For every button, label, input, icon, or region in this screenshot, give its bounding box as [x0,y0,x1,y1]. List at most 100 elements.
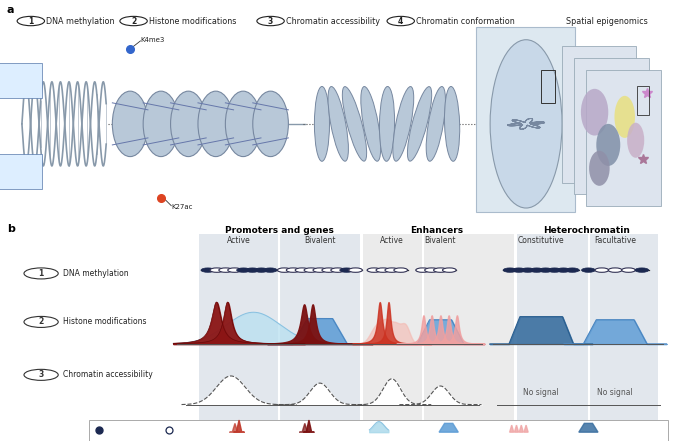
Circle shape [295,268,309,272]
Circle shape [556,268,570,272]
Circle shape [219,268,232,272]
Text: Promoters and genes: Promoters and genes [225,226,334,235]
Circle shape [582,268,595,272]
Text: No signal: No signal [523,388,559,397]
Text: H3K4me1: H3K4me1 [529,427,561,433]
Text: Bivalent: Bivalent [425,236,456,245]
Text: DNA methylation: DNA methylation [63,269,129,278]
Bar [517,234,658,426]
Circle shape [322,268,336,272]
Text: 4: 4 [398,16,403,26]
Circle shape [367,268,381,272]
Polygon shape [229,423,240,432]
Text: Bivalent: Bivalent [304,236,336,245]
Circle shape [340,268,353,272]
Text: me3: me3 [14,168,27,173]
Text: H3K27ac: H3K27ac [249,427,279,433]
Ellipse shape [253,91,288,157]
Ellipse shape [379,86,395,161]
Ellipse shape [426,86,445,161]
Circle shape [608,268,622,272]
Polygon shape [519,425,523,432]
Circle shape [385,268,399,272]
Circle shape [512,268,526,272]
Circle shape [635,268,649,272]
Text: Active: Active [380,236,403,245]
Polygon shape [299,423,310,432]
Text: Unmethylated CpG: Unmethylated CpG [179,427,243,433]
FancyBboxPatch shape [0,154,42,189]
Ellipse shape [490,40,562,208]
Ellipse shape [225,91,261,157]
Ellipse shape [342,86,366,161]
Text: 3: 3 [268,16,273,26]
Text: me3: me3 [14,77,27,82]
Bar [199,234,360,426]
Text: K4me3: K4me3 [140,37,165,43]
Text: Facultative: Facultative [594,236,636,245]
Text: 1: 1 [38,269,44,278]
Circle shape [349,268,362,272]
Polygon shape [234,420,245,432]
Text: Histone modifications: Histone modifications [149,16,236,26]
Ellipse shape [112,91,148,157]
Text: 2: 2 [38,318,44,326]
Circle shape [548,268,562,272]
Text: Chromatin accessibility: Chromatin accessibility [286,16,379,26]
Circle shape [530,268,544,272]
Circle shape [425,268,438,272]
Circle shape [277,268,291,272]
Polygon shape [524,425,528,432]
Text: Methylated CpG: Methylated CpG [110,427,163,433]
Ellipse shape [393,86,414,161]
Ellipse shape [596,124,620,166]
Circle shape [538,268,552,272]
FancyBboxPatch shape [562,46,636,183]
Text: Enhancers: Enhancers [410,226,464,235]
Text: Histone modifications: Histone modifications [63,318,147,326]
Ellipse shape [361,86,381,161]
Text: K27ac: K27ac [171,204,192,210]
Polygon shape [303,420,314,432]
Text: b: b [7,224,14,234]
Polygon shape [510,425,514,432]
Circle shape [621,268,636,272]
Text: 2: 2 [131,16,136,26]
Circle shape [237,268,250,272]
Circle shape [521,268,534,272]
Ellipse shape [614,96,635,138]
Circle shape [313,268,327,272]
Ellipse shape [627,123,644,158]
FancyBboxPatch shape [574,58,649,194]
Circle shape [245,268,259,272]
Ellipse shape [445,86,460,161]
Circle shape [254,268,269,272]
Ellipse shape [328,86,349,161]
Text: 3: 3 [38,370,44,379]
Circle shape [201,268,215,272]
Circle shape [227,268,241,272]
Circle shape [376,268,390,272]
Text: Heterochromatin: Heterochromatin [544,226,630,235]
Text: H3K36me3: H3K36me3 [389,427,425,433]
Text: No signal: No signal [597,388,633,397]
Text: Constitutive: Constitutive [518,236,564,245]
FancyBboxPatch shape [586,70,661,206]
Ellipse shape [143,91,179,157]
Ellipse shape [314,86,329,161]
Circle shape [331,268,345,272]
Text: H3K4me3: H3K4me3 [319,427,351,433]
Bar [363,234,514,426]
Text: H3K27me3: H3K27me3 [459,427,495,433]
Text: Chromatin accessibility: Chromatin accessibility [63,370,153,379]
Text: 1: 1 [28,16,34,26]
Circle shape [286,268,300,272]
FancyBboxPatch shape [0,63,42,98]
Circle shape [263,268,277,272]
Text: Active: Active [227,236,251,245]
Text: Chromatin conformation: Chromatin conformation [416,16,514,26]
Circle shape [394,268,408,272]
Ellipse shape [198,91,234,157]
Text: Spatial epigenomics: Spatial epigenomics [566,16,648,26]
Circle shape [434,268,447,272]
